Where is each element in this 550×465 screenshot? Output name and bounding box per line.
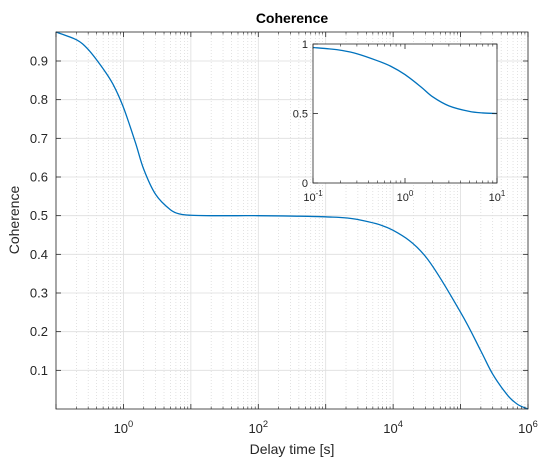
y-tick-label: 0.4: [30, 247, 48, 262]
x-tick-label: 104: [383, 419, 403, 436]
y-tick-label: 0.3: [30, 286, 48, 301]
y-tick-label: 0.1: [30, 363, 48, 378]
main-tick-marks: [55, 32, 529, 409]
y-tick-label: 0.5: [30, 208, 48, 223]
main-y-tick-labels: 0.1 0.2 0.3 0.4 0.5 0.6 0.7 0.8 0.9: [30, 54, 48, 378]
y-tick-label: 0.9: [30, 54, 48, 69]
x-tick-label: 10-1: [303, 189, 323, 204]
chart-title: Coherence: [256, 10, 329, 26]
x-tick-label: 100: [397, 189, 414, 204]
x-tick-label: 102: [248, 419, 268, 436]
y-tick-label: 0.5: [293, 108, 308, 120]
main-plot-frame: [55, 31, 529, 410]
inset-plot: 00.51 10-1 100 101: [293, 39, 506, 204]
x-tick-label: 100: [114, 419, 134, 436]
y-axis-label: Coherence: [6, 186, 22, 255]
x-tick-label: 106: [518, 419, 538, 436]
main-x-tick-labels: 100 102 104 106: [114, 419, 538, 436]
inset-tick-marks: [312, 43, 498, 184]
x-tick-label: 101: [489, 189, 506, 204]
y-tick-label: 0.8: [30, 92, 48, 107]
inset-x-tick-labels: 10-1 100 101: [303, 189, 506, 204]
y-tick-label: 0.2: [30, 324, 48, 339]
inset-y-tick-labels: 00.51: [293, 39, 308, 190]
main-series-line: [55, 31, 529, 410]
inset-plot-area: [313, 44, 497, 183]
y-tick-label: 0: [302, 178, 308, 190]
x-axis-label: Delay time [s]: [250, 441, 335, 457]
y-tick-label: 1: [302, 39, 308, 51]
y-tick-label: 0.7: [30, 131, 48, 146]
y-tick-label: 0.6: [30, 170, 48, 185]
inset-series-line: [312, 46, 498, 115]
